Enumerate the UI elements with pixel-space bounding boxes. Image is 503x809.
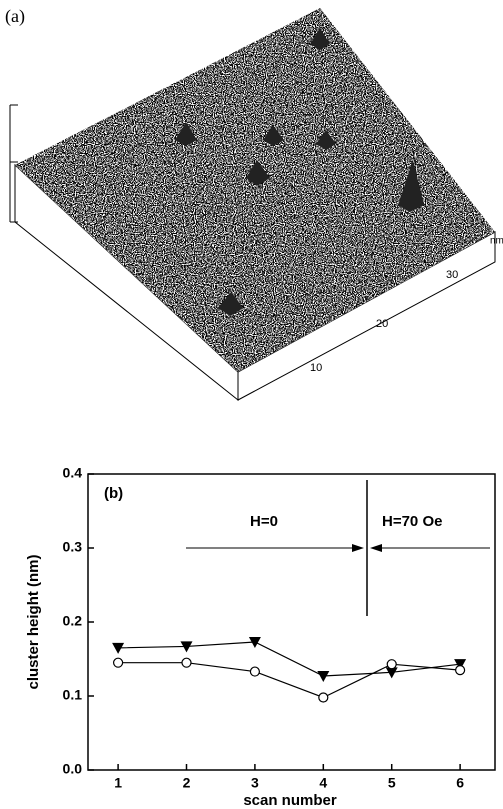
axis-label: 10 (310, 362, 322, 374)
marker (318, 692, 329, 703)
y-axis-label: cluster height (nm) (25, 554, 42, 689)
marker (455, 664, 466, 676)
peak (310, 28, 330, 50)
y-tick-label: 0.0 (63, 761, 83, 777)
peak (316, 130, 336, 150)
marker (181, 657, 192, 668)
panel-label: (a) (5, 6, 25, 27)
annotation: H=0 (250, 513, 278, 530)
marker (249, 666, 261, 677)
peak (263, 125, 284, 146)
marker (386, 659, 397, 670)
peak (246, 160, 270, 186)
marker (385, 667, 398, 679)
y-tick-label: 0.1 (63, 687, 83, 703)
surface-peaks (175, 28, 424, 316)
x-tick-label: 5 (388, 775, 396, 791)
axis-unit: nm (490, 236, 503, 247)
y-tick-label: 0.2 (63, 613, 83, 629)
marker (248, 636, 261, 648)
y-tick-label: 0.4 (63, 465, 83, 481)
arrow-head (352, 544, 364, 552)
x-tick-label: 4 (319, 775, 327, 791)
axis-label: 20 (376, 318, 388, 330)
axis-label: 30 (446, 269, 458, 281)
peak (175, 122, 197, 146)
peak (218, 292, 243, 316)
surface-plot: (a) 10 20 30 nm (5, 6, 503, 402)
marker (112, 657, 124, 668)
marker (454, 659, 467, 671)
series-line (118, 662, 461, 699)
marker (112, 642, 125, 654)
marker (180, 641, 193, 653)
panel-label: (b) (104, 485, 123, 502)
x-axis-label: scan number (243, 792, 337, 809)
annotation: H=70 Oe (382, 513, 442, 530)
surface-noise (15, 8, 495, 372)
y-tick-label: 0.3 (63, 539, 83, 555)
line-chart: (b) H=0 H=70 Oe scan number cluster heig… (25, 465, 496, 809)
x-tick-label: 2 (183, 775, 191, 791)
series-line (118, 641, 461, 677)
x-tick-label: 3 (251, 775, 259, 791)
peak (398, 160, 424, 212)
arrow-head (370, 544, 382, 552)
marker (317, 671, 330, 683)
x-tick-label: 1 (114, 775, 122, 791)
x-tick-label: 6 (456, 775, 464, 791)
